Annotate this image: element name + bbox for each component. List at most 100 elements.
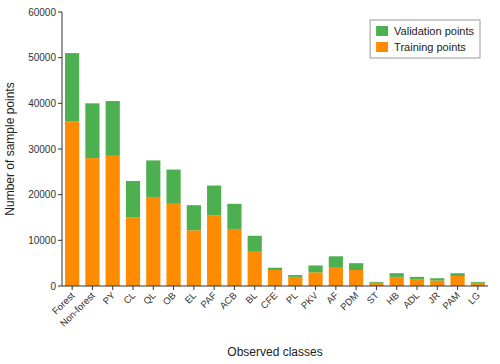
y-axis-label: Number of sample points (3, 82, 17, 215)
x-tick-label: ADL (401, 290, 422, 311)
bar (329, 256, 343, 267)
x-tick (335, 286, 336, 290)
bar (146, 197, 160, 286)
x-tick (396, 286, 397, 290)
y-tick (58, 240, 62, 241)
bar (308, 265, 322, 272)
bar (207, 186, 221, 216)
x-tick (477, 286, 478, 290)
x-tick (112, 286, 113, 290)
x-tick (315, 286, 316, 290)
y-tick-label: 30000 (28, 144, 56, 155)
bar (430, 278, 444, 280)
x-tick (72, 286, 73, 290)
x-tick-label: PKV (299, 289, 321, 311)
legend-box (370, 20, 480, 58)
x-tick (295, 286, 296, 290)
y-tick-label: 60000 (28, 7, 56, 18)
bar (308, 272, 322, 286)
x-tick-label: OB (160, 290, 177, 307)
x-tick (153, 286, 154, 290)
y-tick-label: 40000 (28, 98, 56, 109)
x-tick (133, 286, 134, 290)
x-axis-label: Observed classes (227, 345, 322, 359)
legend-swatch (376, 26, 388, 36)
bar (166, 204, 180, 286)
y-tick (58, 149, 62, 150)
bar (65, 122, 79, 286)
x-tick-label: ACB (217, 290, 239, 312)
bar (450, 273, 464, 276)
bar (248, 236, 262, 252)
bar (227, 204, 241, 229)
bar (430, 281, 444, 286)
y-tick (58, 286, 62, 287)
x-tick (457, 286, 458, 290)
bar (85, 158, 99, 286)
x-tick-label: CFE (258, 290, 279, 311)
bar (227, 229, 241, 286)
x-tick-label: PL (284, 290, 300, 306)
bar (126, 181, 140, 218)
x-tick-label: PY (100, 289, 117, 306)
bar (288, 275, 302, 277)
bar (106, 101, 120, 156)
chart: 0100002000030000400005000060000ForestNon… (0, 0, 500, 364)
bar (390, 273, 404, 277)
x-tick-label: LG (466, 290, 483, 307)
legend: Validation points Training points (370, 20, 480, 58)
x-tick (173, 286, 174, 290)
x-tick-label: BL (243, 290, 259, 306)
x-tick-label: Non-forest (58, 289, 97, 328)
bar (65, 53, 79, 122)
legend-swatch (376, 42, 388, 52)
bar (126, 218, 140, 287)
x-tick-label: ST (364, 289, 381, 306)
legend-label: Validation points (394, 25, 474, 37)
bar (329, 268, 343, 286)
x-tick (254, 286, 255, 290)
bar (410, 279, 424, 286)
bar (166, 170, 180, 204)
x-tick (214, 286, 215, 290)
y-tick-label: 50000 (28, 52, 56, 63)
bar (207, 215, 221, 286)
x-tick-label: PDM (338, 290, 361, 313)
bar (369, 281, 383, 283)
x-tick (92, 286, 93, 290)
x-tick (376, 286, 377, 290)
y-tick-label: 10000 (28, 235, 56, 246)
bar (268, 270, 282, 286)
bar (349, 263, 363, 270)
bar (410, 277, 424, 279)
x-tick (437, 286, 438, 290)
bar (187, 230, 201, 286)
x-tick-label: HB (384, 290, 401, 307)
x-tick (234, 286, 235, 290)
bar (268, 268, 282, 270)
bar (471, 281, 485, 283)
x-tick-label: PAF (198, 290, 218, 310)
x-tick-label: CL (121, 290, 137, 306)
bar (349, 270, 363, 286)
y-tick (58, 103, 62, 104)
bar (450, 276, 464, 286)
y-tick (58, 57, 62, 58)
y-tick-label: 20000 (28, 189, 56, 200)
x-tick-label: EL (182, 290, 198, 306)
legend-label: Training points (394, 41, 466, 53)
x-tick (417, 286, 418, 290)
y-tick (58, 12, 62, 13)
bar (106, 156, 120, 286)
y-tick (58, 194, 62, 195)
bar (146, 160, 160, 197)
bar (187, 205, 201, 230)
bar (248, 252, 262, 286)
y-tick-label: 0 (50, 281, 56, 292)
bar (390, 277, 404, 286)
x-tick-label: PAM (440, 290, 462, 312)
bars (65, 53, 485, 286)
x-tick (356, 286, 357, 290)
x-tick (275, 286, 276, 290)
x-tick-label: QL (141, 290, 158, 307)
